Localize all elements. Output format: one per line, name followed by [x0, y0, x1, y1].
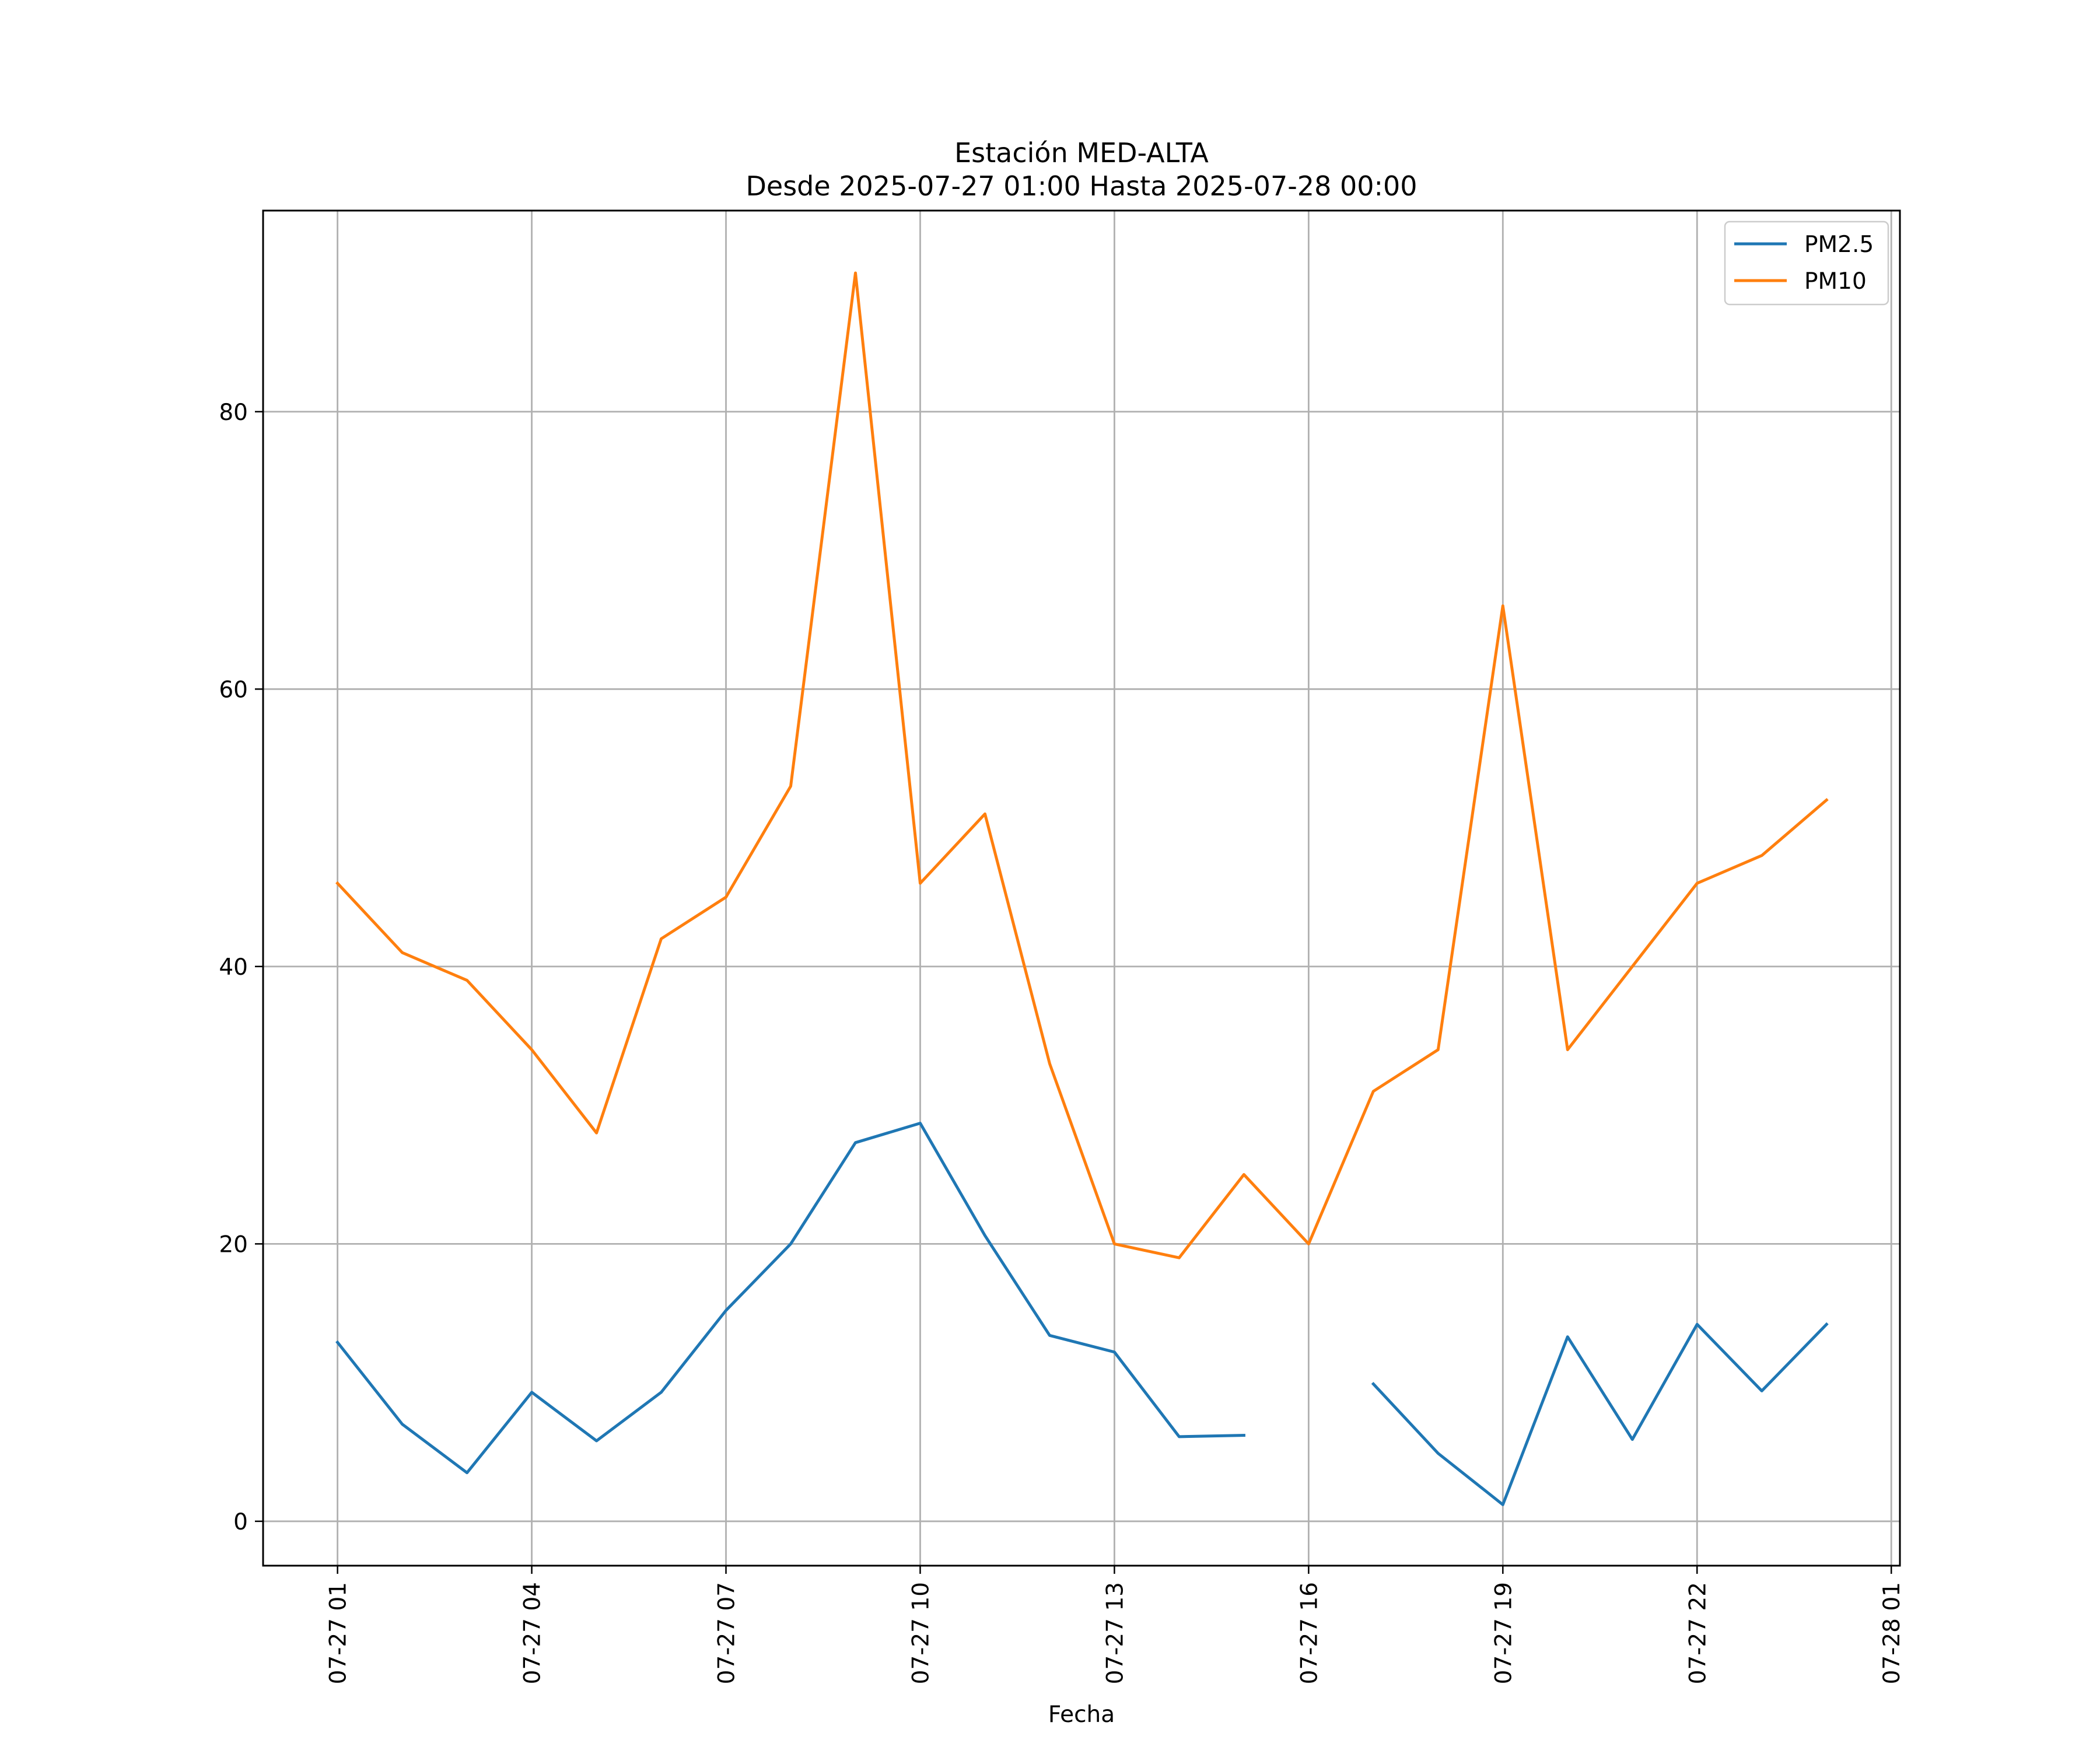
y-tick-label: 60	[219, 677, 248, 703]
axis-ticks: 07-27 01 07-27 04 07-27 07 07-27 10 07-27 13…	[219, 400, 1905, 1685]
legend: PM2.5 PM10	[1724, 220, 1889, 306]
plot-lines	[335, 271, 1829, 1506]
series-line-pm25	[335, 1122, 1245, 1475]
x-tick-label: 07-27 10	[908, 1582, 934, 1684]
y-tick-label: 80	[219, 400, 248, 426]
chart-title: Estación MED-ALTA	[954, 137, 1209, 169]
x-tick-label: 07-28 01	[1879, 1582, 1905, 1684]
x-tick-label: 07-27 13	[1102, 1582, 1128, 1684]
x-tick-label: 07-27 19	[1490, 1582, 1517, 1684]
y-tick-label: 40	[219, 954, 248, 981]
x-tick-label: 07-27 22	[1685, 1582, 1711, 1684]
y-tick-label: 0	[233, 1509, 248, 1535]
legend-label-pm10: PM10	[1804, 268, 1867, 295]
x-axis-label: Fecha	[1048, 1702, 1115, 1728]
legend-label-pm25: PM2.5	[1804, 232, 1874, 258]
y-tick-label: 20	[219, 1231, 248, 1258]
x-tick-label: 07-27 16	[1296, 1582, 1322, 1684]
grid	[263, 211, 1900, 1566]
plot-frame	[262, 209, 1901, 1567]
series-line-pm10	[335, 271, 1829, 1259]
x-tick-label: 07-27 01	[326, 1582, 352, 1684]
x-tick-label: 07-27 07	[714, 1582, 740, 1684]
chart-subtitle: Desde 2025-07-27 01:00 Hasta 2025-07-28 …	[746, 170, 1417, 202]
series-line-pm25	[1371, 1322, 1829, 1506]
x-tick-label: 07-27 04	[520, 1582, 546, 1684]
